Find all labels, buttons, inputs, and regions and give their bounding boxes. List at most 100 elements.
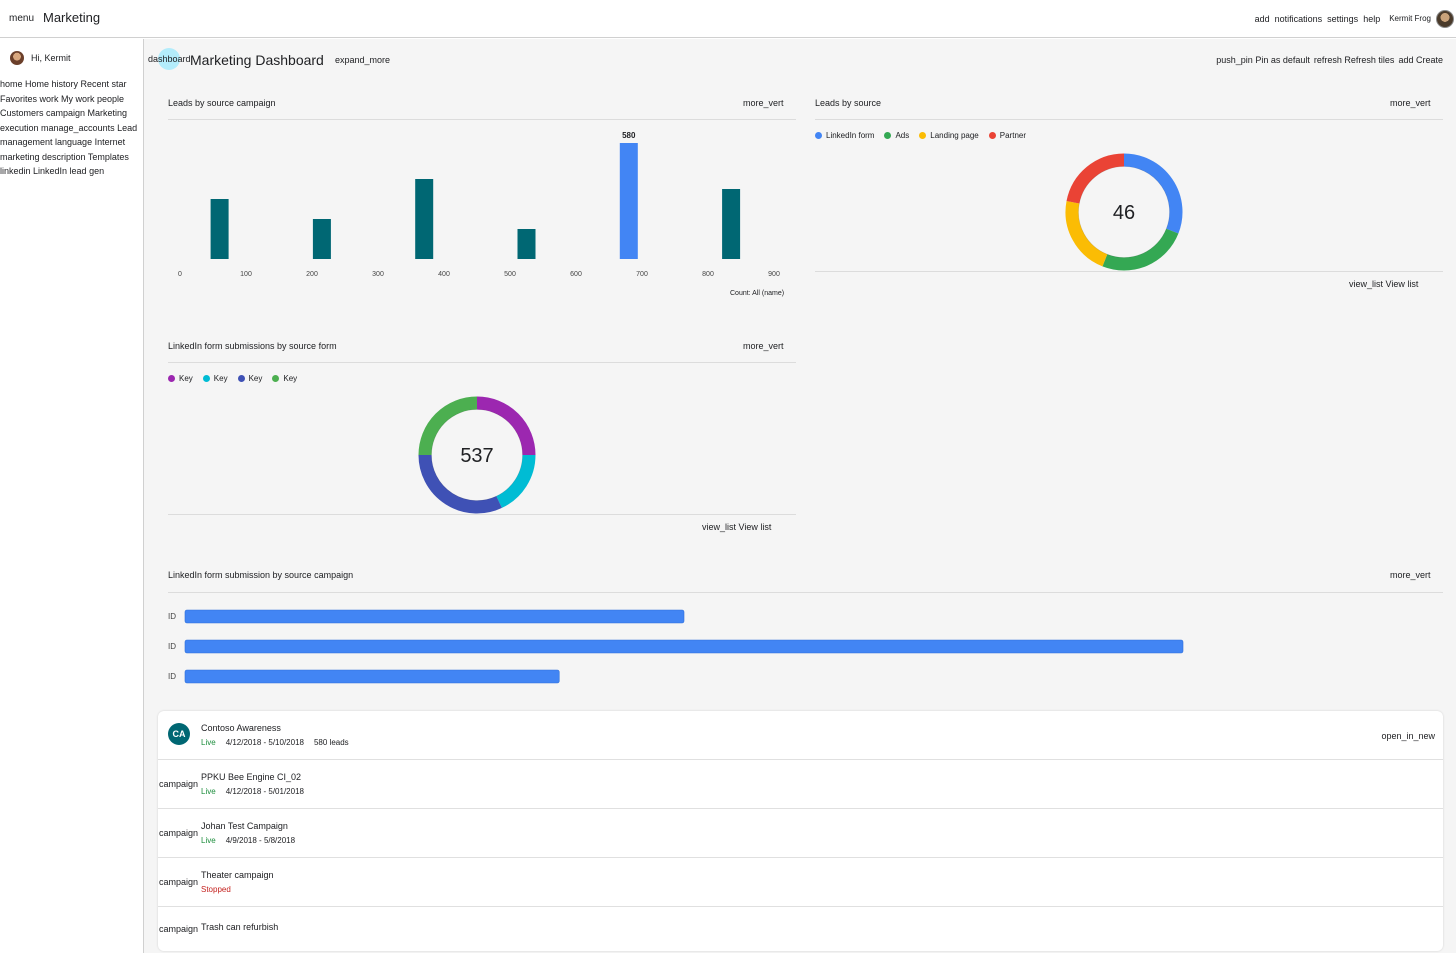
status-badge: Live bbox=[201, 836, 216, 845]
legend-label: Ads bbox=[895, 131, 910, 140]
list-item[interactable]: campaign Johan Test Campaign Live 4/9/20… bbox=[158, 809, 1443, 858]
leads-by-campaign-chart: 0 100 200 300 400 500 600 700 800 900 580 bbox=[178, 131, 780, 278]
more-vert-icon[interactable]: more_vert bbox=[1390, 570, 1431, 580]
campaign-meta: Live 4/12/2018 - 5/01/2018 bbox=[201, 787, 304, 796]
legend-label: Partner bbox=[999, 131, 1026, 140]
bar[interactable] bbox=[619, 143, 638, 259]
card-title-leads-by-campaign: Leads by source campaign bbox=[168, 98, 276, 108]
legend-item[interactable]: Key bbox=[202, 374, 228, 383]
card-divider bbox=[168, 592, 1443, 593]
menu-icon[interactable]: menu bbox=[9, 13, 35, 24]
list-item[interactable]: CA Contoso Awareness Live 4/12/2018 - 5/… bbox=[158, 711, 1443, 760]
view-list-icon: view_list bbox=[1349, 279, 1384, 289]
legend-dot bbox=[168, 375, 175, 382]
bar[interactable] bbox=[184, 639, 1184, 654]
donut-slice[interactable] bbox=[476, 396, 536, 456]
linkedin-forms-donut: 537 bbox=[418, 396, 536, 514]
legend-label: Key bbox=[179, 374, 193, 383]
user-avatar[interactable] bbox=[1436, 9, 1454, 28]
more-vert-icon[interactable]: more_vert bbox=[743, 98, 784, 108]
campaign-name: Johan Test Campaign bbox=[201, 821, 288, 831]
legend-item[interactable]: Key bbox=[168, 374, 193, 383]
donut-slice[interactable] bbox=[1065, 201, 1108, 267]
legend-label: LinkedIn form bbox=[826, 131, 875, 140]
more-vert-icon[interactable]: more_vert bbox=[743, 341, 784, 351]
expand-more-icon[interactable]: expand_more bbox=[335, 55, 391, 65]
refresh-button[interactable]: refresh Refresh tiles bbox=[1314, 55, 1395, 65]
add-icon[interactable]: add bbox=[1254, 13, 1270, 24]
legend-item[interactable]: Key bbox=[237, 374, 263, 383]
x-tick-label: 800 bbox=[702, 271, 714, 278]
donut-slice[interactable] bbox=[418, 396, 478, 456]
bar[interactable] bbox=[415, 179, 434, 259]
view-list-button[interactable]: view_list View list bbox=[702, 522, 771, 532]
donut-inner-edge bbox=[431, 409, 523, 501]
bar[interactable] bbox=[517, 229, 536, 259]
app-title: Marketing bbox=[43, 10, 101, 25]
create-button[interactable]: add Create bbox=[1398, 55, 1443, 65]
x-tick-label: 400 bbox=[438, 271, 450, 278]
header-actions: push_pin Pin as default refresh Refresh … bbox=[1216, 55, 1443, 65]
campaign-name: Trash can refurbish bbox=[201, 922, 279, 932]
main-content: dashboard Marketing Dashboard expand_mor… bbox=[144, 39, 1456, 953]
open-in-new-icon[interactable]: open_in_new bbox=[1381, 731, 1435, 741]
x-tick-label: 0 bbox=[178, 271, 182, 278]
pin-button[interactable]: push_pin Pin as default bbox=[1216, 55, 1310, 65]
campaign-name: Contoso Awareness bbox=[201, 723, 281, 733]
donut-inner-edge bbox=[1078, 166, 1170, 258]
view-list-icon: view_list bbox=[702, 522, 737, 532]
list-item[interactable]: campaign Theater campaign Stopped bbox=[158, 858, 1443, 907]
bar[interactable] bbox=[722, 189, 741, 259]
view-list-button[interactable]: view_list View list bbox=[1349, 279, 1418, 289]
donut-slice[interactable] bbox=[1102, 228, 1179, 271]
avatar bbox=[10, 51, 24, 65]
bar[interactable] bbox=[184, 609, 685, 624]
sidebar: Hi, Kermit home Home history Recent star… bbox=[0, 39, 144, 953]
card-divider bbox=[815, 271, 1443, 272]
bar[interactable] bbox=[312, 219, 331, 259]
push-pin-icon: push_pin bbox=[1216, 55, 1253, 65]
more-vert-icon[interactable]: more_vert bbox=[1390, 98, 1431, 108]
greeting-text: Hi, Kermit bbox=[31, 53, 71, 63]
list-item[interactable]: campaign PPKU Bee Engine CI_02 Live 4/12… bbox=[158, 760, 1443, 809]
view-list-label: View list bbox=[738, 522, 772, 532]
card-divider bbox=[168, 119, 796, 120]
campaign-icon: campaign bbox=[159, 924, 199, 934]
x-tick-label: 100 bbox=[240, 271, 252, 278]
legend-dot bbox=[202, 375, 210, 382]
legend-label: Key bbox=[248, 374, 263, 383]
donut-slice[interactable] bbox=[418, 454, 502, 514]
donut-slice[interactable] bbox=[1066, 153, 1125, 204]
bar-category-label: ID bbox=[168, 642, 176, 651]
campaign-icon: campaign bbox=[159, 877, 199, 887]
campaign-meta: Stopped bbox=[201, 885, 231, 894]
legend-dot bbox=[272, 375, 280, 382]
list-item[interactable]: campaign Trash can refurbish bbox=[158, 907, 1443, 953]
leads-by-source-donut: 46 bbox=[1065, 153, 1183, 271]
campaign-name: Theater campaign bbox=[201, 870, 274, 880]
legend-dot bbox=[884, 132, 892, 139]
notifications-icon[interactable]: notifications bbox=[1274, 13, 1323, 24]
sidebar-nav[interactable]: home Home history Recent star Favorites … bbox=[0, 79, 138, 176]
card-title-linkedin-campaign: LinkedIn form submission by source campa… bbox=[168, 570, 354, 580]
legend-item[interactable]: Landing page bbox=[919, 131, 979, 140]
add-icon: add bbox=[1398, 55, 1414, 65]
legend-item[interactable]: Partner bbox=[988, 131, 1026, 140]
legend-item[interactable]: Key bbox=[272, 374, 297, 383]
bar[interactable] bbox=[184, 669, 560, 684]
donut-slice[interactable] bbox=[1123, 153, 1183, 234]
user-name[interactable]: Kermit Frog bbox=[1389, 14, 1431, 23]
campaign-icon: campaign bbox=[159, 779, 199, 789]
donut-center-label: 46 bbox=[1113, 202, 1135, 224]
card-title-leads-by-source: Leads by source bbox=[815, 98, 882, 108]
donut-slice[interactable] bbox=[496, 454, 536, 508]
dashboard-icon[interactable]: dashboard bbox=[148, 54, 191, 64]
pin-label: Pin as default bbox=[1255, 55, 1310, 65]
chart-footer: Count: All (name) bbox=[730, 290, 785, 297]
legend-item[interactable]: Ads bbox=[884, 131, 909, 140]
settings-icon[interactable]: settings bbox=[1327, 13, 1359, 24]
legend-item[interactable]: LinkedIn form bbox=[815, 131, 874, 140]
dashboard-icon-highlight[interactable] bbox=[158, 48, 180, 70]
bar[interactable] bbox=[210, 199, 229, 259]
help-icon[interactable]: help bbox=[1363, 13, 1381, 24]
